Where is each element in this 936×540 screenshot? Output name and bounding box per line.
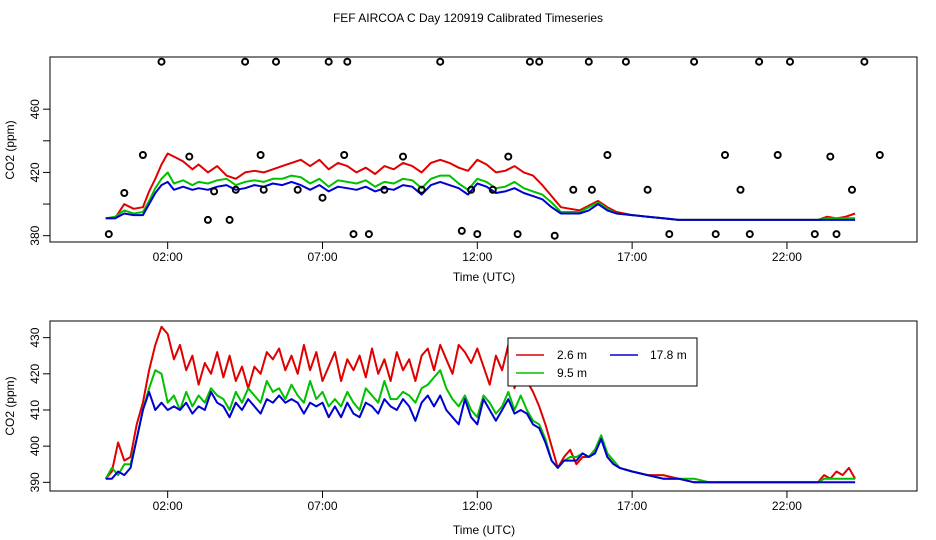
y-tick-label: 400 [28, 436, 42, 456]
sample-marker [203, 215, 212, 224]
sample-marker [535, 57, 544, 66]
sample-marker [721, 151, 729, 159]
x-tick-label: 07:00 [307, 499, 337, 513]
sample-marker [138, 151, 147, 159]
sample-marker [621, 57, 630, 66]
top-x-axis-label: Time (UTC) [453, 270, 515, 284]
sample-marker [364, 230, 373, 239]
sample-marker [210, 187, 219, 196]
x-tick-label: 12:00 [462, 499, 492, 513]
x-tick-label: 22:00 [772, 499, 802, 513]
sample-marker [417, 185, 426, 194]
bottom-series-group [104, 325, 856, 484]
legend-label-9-5m: 9.5 m [557, 366, 587, 380]
top-panel: 02:00 07:00 12:00 17:00 22:00 380 420 460 Time… [3, 56, 918, 284]
legend: 2.6 m 9.5 m 17.8 m [507, 337, 698, 387]
sample-marker [473, 230, 482, 239]
sample-marker [185, 152, 194, 161]
top-series-17-8-m [105, 180, 856, 221]
top-plot-frame [49, 56, 918, 243]
bottom-plot-frame [49, 320, 918, 492]
x-tick-label: 07:00 [307, 250, 337, 264]
sample-marker [736, 185, 745, 194]
sample-marker [225, 215, 234, 224]
bottom-series-9-5-m [104, 369, 856, 484]
x-tick-label: 22:00 [772, 250, 802, 264]
y-tick-label: 410 [28, 400, 42, 420]
sample-marker [665, 230, 674, 239]
sample-marker [875, 151, 884, 159]
sample-marker [349, 230, 358, 239]
y-tick-label: 420 [28, 162, 42, 182]
sample-marker [755, 57, 764, 66]
bottom-series-17-8-m [105, 390, 856, 484]
top-series-9-5-m [105, 171, 856, 221]
top-series-group [105, 152, 856, 221]
sample-marker [745, 230, 754, 239]
sample-marker [457, 226, 466, 235]
sample-marker [318, 193, 327, 202]
sample-marker [157, 57, 166, 66]
bottom-y-axis-label: CO2 (ppm) [3, 376, 17, 435]
x-tick-label: 17:00 [617, 250, 647, 264]
bottom-y-ticks: 390 400 410 420 430 [28, 327, 50, 492]
y-tick-label: 460 [28, 99, 42, 119]
sample-marker [810, 230, 819, 239]
legend-label-17-8m: 17.8 m [650, 348, 687, 362]
sample-marker [848, 185, 856, 194]
x-tick-label: 02:00 [153, 250, 183, 264]
y-tick-label: 380 [28, 225, 42, 245]
x-tick-label: 12:00 [462, 250, 492, 264]
sample-marker [324, 57, 333, 66]
sample-marker [513, 230, 522, 239]
sample-marker [488, 185, 497, 194]
sample-marker [467, 185, 476, 194]
legend-box [507, 337, 698, 387]
sample-marker [436, 57, 445, 66]
top-y-axis-label: CO2 (ppm) [3, 120, 17, 179]
page-title: FEF AIRCOA C Day 120919 Calibrated Times… [333, 11, 603, 25]
sample-marker [643, 185, 652, 194]
sample-marker [786, 57, 794, 66]
sample-marker [569, 185, 578, 194]
x-tick-label: 02:00 [153, 499, 183, 513]
sample-marker [860, 57, 869, 66]
sample-marker [343, 57, 352, 66]
top-y-ticks: 380 420 460 [28, 99, 50, 246]
sample-marker [603, 151, 612, 159]
sample-marker [231, 185, 240, 194]
sample-marker [340, 151, 349, 159]
sample-marker [826, 152, 835, 161]
sample-marker [773, 151, 782, 159]
sample-marker [504, 152, 513, 161]
y-tick-label: 420 [28, 363, 42, 383]
bottom-panel: 02:00 07:00 12:00 17:00 22:00 390 400 410 420 43… [3, 320, 918, 537]
sample-marker [690, 57, 699, 66]
y-tick-label: 390 [28, 472, 42, 492]
sample-marker [380, 185, 389, 194]
top-markers-group [104, 57, 884, 240]
bottom-x-ticks: 02:00 07:00 12:00 17:00 22:00 [153, 491, 802, 513]
sample-marker [584, 57, 593, 66]
y-tick-label: 430 [28, 327, 42, 347]
sample-marker [293, 185, 302, 194]
sample-marker [256, 151, 265, 159]
sample-marker [832, 230, 841, 239]
x-tick-label: 17:00 [617, 499, 647, 513]
sample-marker [272, 57, 280, 66]
sample-marker [120, 189, 129, 197]
sample-marker [550, 231, 559, 240]
top-x-ticks: 02:00 07:00 12:00 17:00 22:00 [153, 242, 802, 264]
sample-marker [259, 185, 268, 194]
bottom-x-axis-label: Time (UTC) [453, 523, 515, 537]
sample-marker [711, 230, 720, 239]
sample-marker [241, 57, 250, 66]
sample-marker [399, 152, 407, 161]
sample-marker [104, 230, 113, 239]
legend-label-2-6m: 2.6 m [557, 348, 587, 362]
sample-marker [587, 185, 596, 194]
sample-marker [525, 57, 534, 66]
